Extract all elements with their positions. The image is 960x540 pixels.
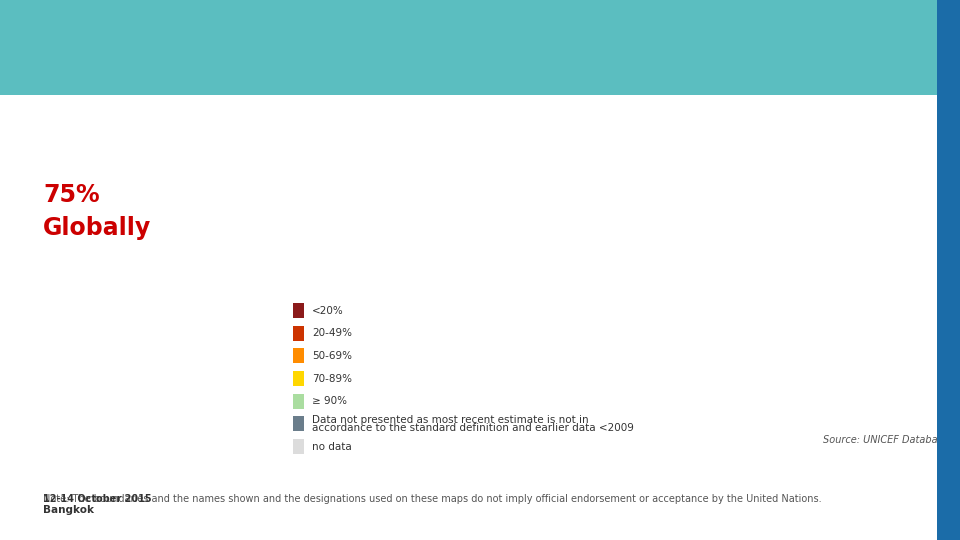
Text: 75%: 75% — [43, 184, 100, 207]
Text: Source: UNICEF Database, 2015: Source: UNICEF Database, 2015 — [823, 435, 960, 445]
Text: 70-89%: 70-89% — [312, 374, 352, 383]
Text: <20%: <20% — [312, 306, 344, 315]
Text: 12-14 October 2015: 12-14 October 2015 — [43, 495, 156, 504]
Text: 50-69%: 50-69% — [312, 351, 352, 361]
Text: ≥ 90%: ≥ 90% — [312, 396, 347, 406]
Text: Bangkok: Bangkok — [43, 505, 94, 515]
Text: Globally: Globally — [43, 216, 152, 240]
Text: accordance to the standard definition and earlier data <2009: accordance to the standard definition an… — [312, 423, 634, 433]
Text: PERCENTAGE OF HOUSEHOLDS CONSUMING ADEQUATELY: PERCENTAGE OF HOUSEHOLDS CONSUMING ADEQU… — [12, 52, 616, 72]
Text: Data not presented as most recent estimate is not in: Data not presented as most recent estima… — [312, 415, 588, 425]
Text: 20-49%: 20-49% — [312, 328, 352, 338]
Text: Note: The boundaries and the names shown and the designations used on these maps: Note: The boundaries and the names shown… — [43, 495, 822, 504]
Text: no data: no data — [312, 442, 351, 451]
Text: IODIZED SALT 2009-2013: IODIZED SALT 2009-2013 — [12, 85, 275, 104]
